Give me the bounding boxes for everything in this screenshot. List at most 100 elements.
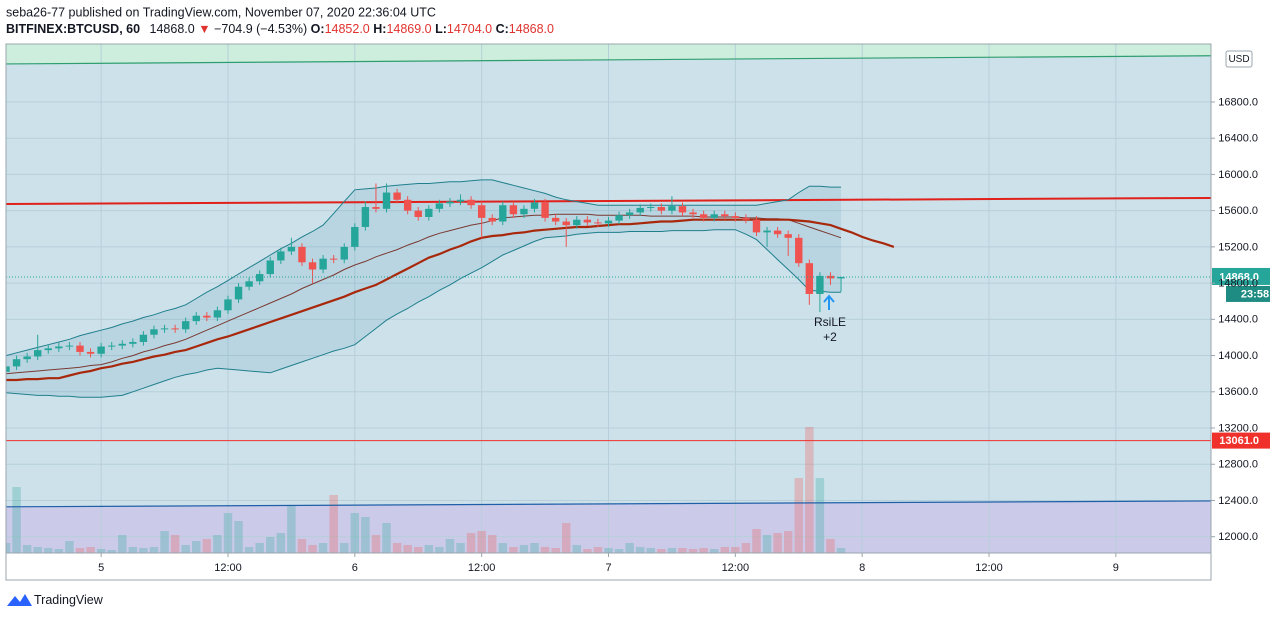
candle-body (97, 346, 105, 354)
candle-body (234, 286, 243, 300)
countdown: 23:58 (1241, 288, 1269, 300)
volume-bar (276, 533, 286, 553)
published-line: seba26-77 published on TradingView.com, … (6, 5, 436, 19)
candle-body (742, 217, 750, 220)
volume-bar (202, 539, 212, 553)
candle-body (763, 230, 771, 233)
volume-bar (466, 533, 476, 553)
volume-bar (826, 539, 835, 553)
volume-bar (128, 547, 138, 553)
candle-body (203, 315, 211, 318)
volume-bar (583, 549, 592, 553)
volume-bar (234, 521, 243, 553)
y-tick-label: 12000.0 (1218, 531, 1258, 543)
candle-body (287, 246, 296, 252)
annotation: +2 (823, 330, 837, 344)
candle-body (826, 275, 835, 279)
candle-body (636, 207, 644, 213)
trendline (6, 500, 1211, 508)
last-price-label: 14868.0 (1219, 271, 1259, 283)
candle-body (160, 328, 169, 330)
candle-body (414, 210, 422, 217)
volume-bar (44, 548, 53, 553)
axes: 13061.0 14868.0 23:58 12000.0 12400.0 12800.0… (98, 96, 1270, 574)
volume-bar (54, 549, 64, 553)
volume-bar (414, 547, 423, 553)
volume-bar (477, 531, 486, 553)
y-tick-label: 15600.0 (1218, 205, 1258, 217)
candle-body (245, 281, 253, 287)
volume-bar (371, 535, 381, 553)
candle-body (6, 366, 10, 372)
candle-body (488, 217, 496, 222)
volume-bar (244, 547, 254, 553)
volume-bar (361, 517, 370, 553)
volume-bar (12, 487, 21, 553)
volume-bar (815, 478, 825, 553)
volume-bar (456, 543, 465, 553)
candle-body (678, 206, 687, 213)
volume-bar (403, 545, 412, 553)
candle-body (435, 203, 444, 209)
candle-body (65, 345, 74, 347)
volume-bar (149, 547, 159, 553)
candle-body (520, 208, 528, 215)
close-value: 14868.0 (509, 22, 554, 36)
tradingview-logo (7, 594, 32, 606)
candle-body (351, 226, 359, 247)
x-tick-label: 7 (605, 562, 611, 574)
candle-body (34, 350, 42, 357)
volume-bar (593, 547, 603, 553)
volume-bar (223, 513, 233, 553)
high-value: 14869.0 (386, 22, 431, 36)
candle-body (12, 359, 21, 367)
candle-body (372, 207, 380, 209)
y-tick-label: 13200.0 (1218, 422, 1258, 434)
x-tick-label: 6 (352, 562, 358, 574)
y-tick-label: 12400.0 (1218, 495, 1258, 507)
volume-bar (720, 547, 729, 553)
volume-bar (181, 545, 190, 553)
candle-body (710, 214, 718, 218)
volume-bar (213, 535, 222, 553)
open-value: 14852.0 (325, 22, 370, 36)
volume-bar (445, 539, 455, 553)
candle-body (784, 234, 792, 238)
candle-body (340, 246, 348, 260)
y-tick-label: 14000.0 (1218, 350, 1258, 362)
candle-body (86, 351, 95, 354)
volume-bar (96, 549, 106, 553)
candle-body (583, 219, 592, 223)
volume-bar (192, 541, 201, 553)
x-tick-label: 12:00 (722, 562, 750, 574)
volume-bar (424, 545, 434, 553)
y-tick-label: 16000.0 (1218, 169, 1258, 181)
volume-bar (107, 550, 116, 553)
volume-bar (794, 478, 803, 553)
currency: USD (1228, 54, 1249, 65)
countdown-box (1226, 285, 1270, 302)
candle-body (615, 215, 623, 221)
volume-bar (498, 543, 508, 553)
volume-bar (688, 549, 698, 553)
candle-body (773, 230, 782, 235)
candle-body (604, 220, 613, 224)
candle-body (403, 199, 412, 211)
candle-body (129, 341, 137, 344)
candle-body (477, 205, 486, 218)
signal-arrow (823, 294, 835, 310)
volume-bar (625, 543, 634, 553)
brand: TradingView (34, 593, 104, 607)
candle-body (44, 348, 52, 351)
x-tick-label: 12:00 (214, 562, 242, 574)
volume-bar (170, 535, 180, 553)
candle-body (118, 343, 126, 346)
change-arrow: ▼ (198, 22, 210, 36)
volume-bar (604, 548, 613, 553)
x-tick-label: 5 (98, 562, 104, 574)
volume-bar (329, 495, 338, 553)
volume-bar (139, 548, 148, 553)
volume-bar (6, 543, 11, 553)
volume-bar (350, 513, 360, 553)
